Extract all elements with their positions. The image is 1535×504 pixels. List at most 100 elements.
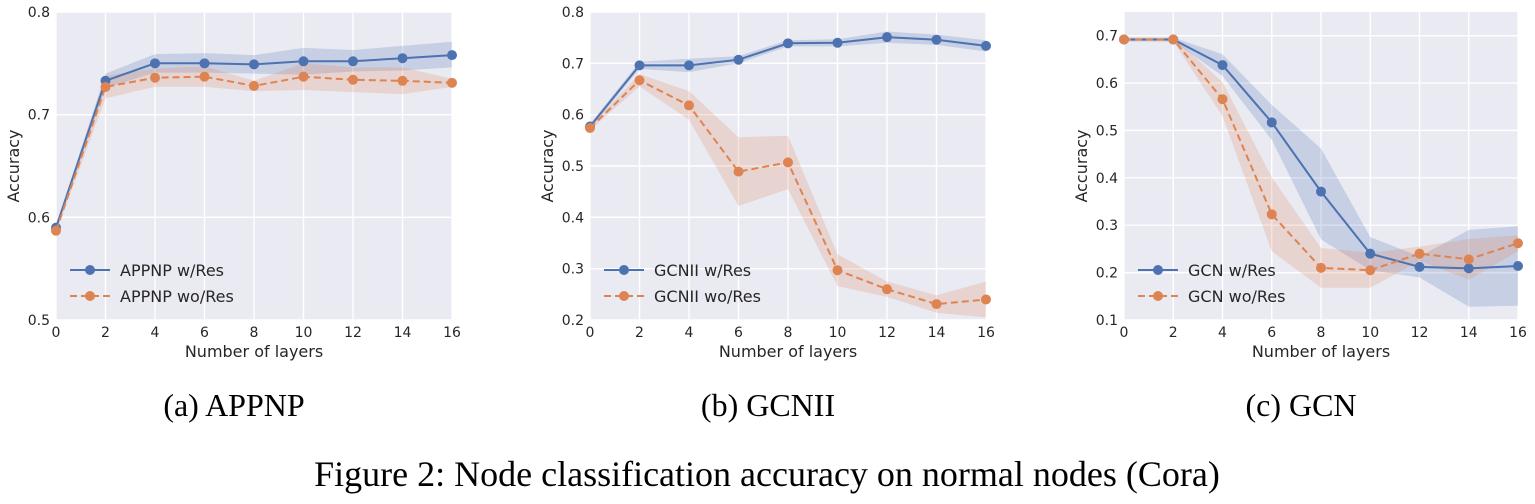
data-point — [931, 34, 942, 45]
confidence-band-series-0 — [56, 41, 452, 230]
data-point — [447, 77, 457, 88]
data-point — [397, 53, 408, 64]
x-tick-label: 2 — [635, 325, 644, 341]
x-tick-label: 10 — [1361, 325, 1379, 341]
data-point — [298, 71, 309, 82]
chart-panel-2: 0 2 4 6 8 10 12 14 16 0.1 0.2 0.3 0.4 0.5 0.6 0.7 Number… — [1072, 12, 1527, 423]
x-tick-label: 8 — [784, 325, 793, 341]
x-tick-label: 10 — [829, 325, 847, 341]
x-tick-label: 2 — [1169, 325, 1178, 341]
data-point — [684, 100, 694, 111]
data-point — [1513, 260, 1523, 271]
data-point — [1316, 186, 1326, 197]
y-tick-label: 0.8 — [28, 5, 50, 21]
confidence-band-series-1 — [590, 74, 986, 318]
data-point — [1168, 34, 1179, 45]
x-tick-label: 16 — [977, 325, 995, 341]
x-tick-label: 12 — [1411, 325, 1429, 341]
y-tick-label: 0.2 — [1096, 266, 1118, 282]
data-point — [249, 80, 259, 91]
data-point — [348, 56, 358, 67]
data-point — [1513, 238, 1523, 249]
x-tick-label: 6 — [1267, 325, 1276, 341]
x-tick-label: 4 — [151, 325, 160, 341]
data-point — [931, 299, 942, 310]
data-point — [447, 50, 457, 61]
y-tick-label: 0.7 — [1096, 29, 1118, 45]
data-point — [1266, 117, 1277, 128]
legend-label: GCNII w/Res — [654, 261, 751, 280]
x-tick-label: 0 — [52, 325, 61, 341]
y-tick-label: 0.3 — [562, 262, 584, 278]
x-axis-label: Number of layers — [185, 342, 323, 361]
subfigure-caption: (c) GCN — [1245, 387, 1356, 423]
data-point — [783, 157, 793, 168]
data-point — [100, 81, 111, 92]
x-tick-label: 12 — [344, 325, 362, 341]
legend-label: GCNII wo/Res — [654, 287, 761, 306]
y-axis-label: Accuracy — [538, 129, 557, 202]
x-tick-label: 0 — [1120, 325, 1129, 341]
data-point — [585, 123, 595, 134]
legend-marker — [85, 265, 95, 275]
subfigure-caption: (a) APPNP — [163, 387, 304, 423]
data-point — [733, 54, 744, 65]
y-tick-label: 0.4 — [1096, 171, 1118, 187]
figure-caption: Figure 2: Node classification accuracy o… — [314, 454, 1220, 494]
y-tick-label: 0.4 — [562, 210, 584, 226]
data-point — [733, 166, 744, 177]
data-point — [1463, 263, 1474, 274]
data-point — [199, 58, 210, 69]
y-tick-label: 0.6 — [28, 210, 50, 226]
x-axis-label: Number of layers — [719, 342, 857, 361]
data-point — [882, 284, 892, 295]
data-point — [249, 59, 259, 70]
data-point — [1217, 94, 1228, 105]
data-point — [1414, 261, 1425, 272]
data-point — [1414, 248, 1425, 259]
y-axis-label: Accuracy — [1072, 129, 1091, 202]
x-axis-label: Number of layers — [1252, 342, 1390, 361]
chart-panel-1: 0 2 4 6 8 10 12 14 16 0.2 0.3 0.4 0.5 0.6 0.7 0.8 Number… — [538, 5, 995, 423]
y-tick-label: 0.7 — [562, 56, 584, 72]
x-tick-label: 8 — [250, 325, 259, 341]
data-point — [634, 75, 645, 86]
y-axis-label: Accuracy — [4, 129, 23, 202]
data-point — [832, 37, 843, 48]
x-tick-label: 6 — [200, 325, 209, 341]
data-point — [1365, 265, 1376, 276]
data-point — [51, 225, 61, 236]
data-point — [1266, 209, 1277, 220]
y-tick-label: 0.6 — [1096, 76, 1118, 92]
x-tick-label: 6 — [734, 325, 743, 341]
y-tick-label: 0.1 — [1096, 313, 1118, 329]
x-tick-label: 0 — [586, 325, 595, 341]
confidence-band-series-0 — [1124, 37, 1518, 307]
x-tick-label: 16 — [1509, 325, 1527, 341]
data-point — [1217, 60, 1228, 71]
x-tick-label: 16 — [443, 325, 461, 341]
legend-marker — [1153, 265, 1163, 275]
x-tick-label: 14 — [1460, 325, 1478, 341]
data-point — [882, 32, 892, 43]
legend-marker — [619, 265, 629, 275]
y-tick-label: 0.5 — [28, 313, 50, 329]
x-tick-label: 14 — [928, 325, 946, 341]
y-tick-label: 0.8 — [562, 5, 584, 21]
data-point — [1316, 262, 1326, 273]
legend-label: GCN wo/Res — [1188, 287, 1285, 306]
data-point — [199, 71, 210, 82]
data-point — [397, 75, 408, 86]
legend-marker — [1153, 291, 1163, 301]
data-point — [684, 60, 694, 71]
data-point — [298, 56, 309, 67]
y-tick-label: 0.6 — [562, 108, 584, 124]
y-tick-label: 0.3 — [1096, 218, 1118, 234]
x-tick-label: 10 — [295, 325, 313, 341]
confidence-band-series-1 — [56, 63, 452, 233]
x-tick-label: 4 — [685, 325, 694, 341]
legend-label: APPNP wo/Res — [120, 287, 234, 306]
x-tick-label: 2 — [101, 325, 110, 341]
data-point — [783, 38, 793, 49]
